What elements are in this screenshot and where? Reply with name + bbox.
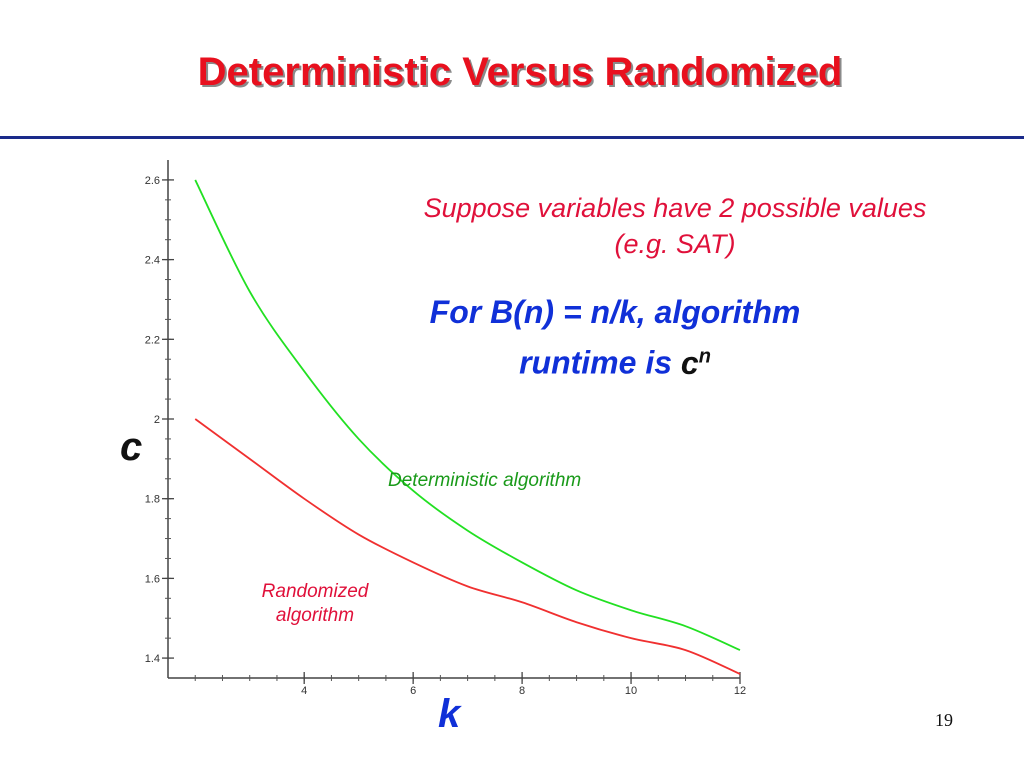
x-tick-label: 6 [410,685,416,697]
assumption-line-1: Suppose variables have 2 possible values [423,193,927,223]
deterministic-series-label: Deterministic algorithm [388,470,582,491]
x-tick-label: 12 [734,685,746,697]
formula-c: c [680,344,699,381]
slide-title: Deterministic Versus Randomized [197,50,843,94]
chart-ticks: 1.4 1.6 1.8 2 2.2 2.4 2.6 4 6 8 10 12 [145,175,746,697]
x-axis-label: k [438,692,461,736]
deterministic-series-line [194,179,741,651]
x-tick-label: 8 [519,685,525,697]
y-axis-label: c [120,425,143,469]
y-tick-label: 1.8 [145,494,160,506]
runtime-formula: For B(n) = n/k, algorithm runtime is cn [330,290,900,385]
x-tick-label: 10 [625,685,637,697]
randomized-label-line-1: Randomized [261,581,369,602]
page-number: 19 [935,710,953,730]
title-divider [0,136,1024,139]
formula-line-1: For B(n) = n/k, algorithm [429,294,801,330]
x-tick-label: 4 [301,685,307,697]
formula-line-2-text: runtime is [519,344,681,381]
assumption-line-2: (e.g. SAT) [614,229,736,259]
randomized-label-line-2: algorithm [275,605,355,626]
y-tick-label: 1.6 [145,573,160,585]
randomized-series-label: Randomized algorithm [240,580,390,628]
y-tick-label: 2.6 [145,175,160,187]
y-tick-label: 1.4 [145,653,160,665]
y-tick-label: 2.4 [145,255,160,267]
assumption-note: Suppose variables have 2 possible values… [330,190,1020,262]
formula-line-2: runtime is cn [330,334,900,385]
chart-series [194,179,741,675]
formula-exponent: n [698,345,711,367]
randomized-series-line [194,418,741,675]
y-tick-label: 2 [154,414,160,426]
formula-base: cn [681,345,711,381]
y-tick-label: 2.2 [145,334,160,346]
